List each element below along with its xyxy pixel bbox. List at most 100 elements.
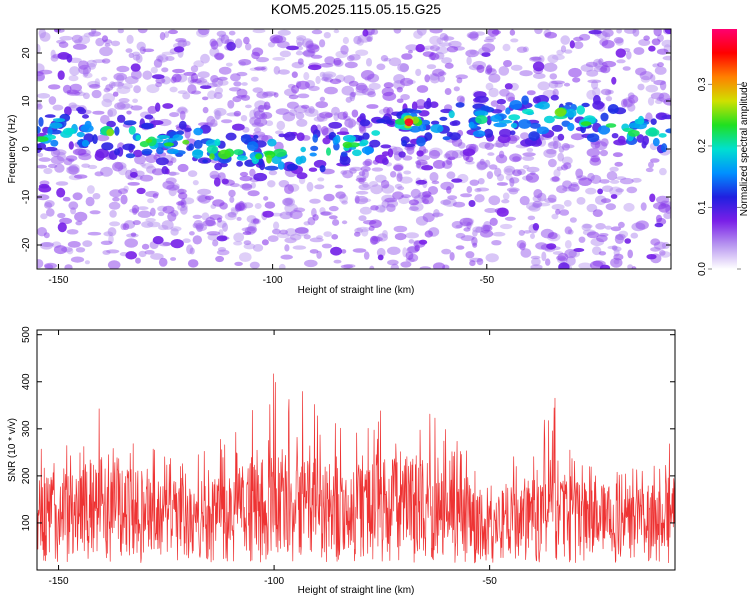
heatmap-cell — [509, 177, 515, 187]
heatmap-cell — [650, 118, 657, 125]
heatmap-cell — [408, 199, 419, 206]
heatmap-cell — [474, 194, 485, 203]
heatmap-cell — [358, 171, 366, 176]
heatmap-cell — [183, 71, 197, 76]
heatmap-cell — [227, 211, 237, 218]
heatmap-cell — [588, 30, 602, 35]
heatmap-cell — [547, 232, 558, 240]
heatmap-cell — [431, 212, 444, 217]
heatmap-cell — [253, 172, 268, 182]
heatmap-cell — [255, 153, 263, 160]
heatmap-cell — [264, 165, 279, 171]
heatmap-cell — [37, 103, 43, 110]
heatmap-cell — [390, 171, 397, 178]
heatmap-cell — [618, 221, 625, 228]
heatmap-cell — [560, 35, 570, 45]
y-tick-label: 100 — [21, 514, 32, 531]
heatmap-cell — [651, 38, 661, 46]
heatmap-cell — [370, 184, 383, 195]
heatmap-cell — [315, 75, 321, 85]
heatmap-cell — [252, 244, 264, 252]
heatmap-cell — [518, 229, 525, 236]
heatmap-cell — [489, 217, 498, 226]
heatmap-cell — [384, 197, 398, 203]
heatmap-cell — [122, 223, 130, 231]
heatmap-cell — [396, 86, 403, 93]
heatmap-cell — [340, 264, 353, 269]
snr-y-label: SNR (10 * v/v) — [7, 418, 18, 482]
heatmap-cell — [598, 58, 604, 65]
snr-panel: -150 -100 -50 100 200 300 400 500 Height of st… — [7, 326, 676, 596]
heatmap-cell — [187, 170, 198, 178]
heatmap-cell — [81, 139, 90, 147]
heatmap-cell — [429, 101, 439, 108]
heatmap-cell — [534, 29, 543, 35]
heatmap-cell — [308, 167, 318, 172]
colorbar-gradient — [712, 29, 737, 269]
heatmap-cell — [37, 152, 44, 158]
heatmap-cell — [573, 248, 585, 252]
heatmap-cell — [663, 212, 671, 220]
heatmap-cell — [559, 209, 570, 216]
heatmap-cell — [95, 37, 105, 47]
heatmap-cell — [597, 188, 603, 195]
heatmap-cell — [446, 171, 456, 179]
heatmap-cell — [179, 110, 186, 121]
heatmap-cell — [659, 250, 666, 256]
heatmap-cell — [600, 65, 611, 74]
heatmap-cell — [303, 72, 310, 81]
heatmap-cell — [548, 158, 557, 168]
heatmap-cell — [400, 77, 414, 87]
heatmap-cell — [198, 29, 210, 36]
heatmap-cell — [416, 150, 424, 157]
heatmap-cell — [319, 165, 326, 173]
heatmap-cell — [162, 205, 175, 214]
heatmap-cell — [341, 200, 348, 205]
heatmap-cell — [77, 108, 87, 115]
heatmap-cell — [296, 35, 307, 41]
heatmap-cell — [636, 134, 645, 143]
heatmap-cell — [264, 201, 276, 209]
heatmap-cell — [209, 153, 215, 160]
heatmap-cell — [453, 86, 460, 92]
heatmap-cell — [158, 257, 168, 267]
heatmap-cell — [619, 177, 634, 185]
colorbar-tick-label: 0.3 — [697, 77, 708, 91]
heatmap-cell — [167, 137, 176, 142]
heatmap-cell — [75, 220, 83, 226]
heatmap-cell — [328, 205, 339, 212]
heatmap-cell — [37, 43, 41, 54]
heatmap-cell — [178, 120, 187, 130]
heatmap-cell — [380, 179, 390, 189]
heatmap-cell — [585, 61, 598, 68]
heatmap-cell — [68, 201, 79, 210]
heatmap-cell — [416, 160, 422, 169]
heatmap-cell — [272, 57, 286, 61]
heatmap-cell — [315, 101, 329, 109]
heatmap-cell — [113, 72, 127, 81]
heatmap-cell — [532, 200, 543, 208]
heatmap-cell — [400, 261, 412, 268]
heatmap-cell — [117, 114, 126, 123]
heatmap-cell — [547, 54, 559, 64]
heatmap-cell — [261, 239, 269, 246]
heatmap-cell — [416, 29, 427, 36]
heatmap-cell — [601, 185, 614, 192]
heatmap-cell — [127, 182, 140, 186]
heatmap-cell — [564, 49, 573, 54]
heatmap-cell — [217, 217, 222, 223]
heatmap-cell — [563, 199, 572, 207]
heatmap-cell — [488, 73, 501, 83]
heatmap-cell — [145, 218, 156, 222]
heatmap-cell — [234, 261, 243, 266]
heatmap-cell — [57, 222, 67, 233]
heatmap-cell — [177, 106, 188, 114]
heatmap-cell — [125, 48, 133, 53]
heatmap-cell — [277, 29, 291, 36]
heatmap-cell — [564, 226, 572, 235]
heatmap-cell — [504, 83, 513, 90]
heatmap-cell — [292, 245, 307, 250]
heatmap-cell — [354, 195, 360, 204]
heatmap-cell — [334, 184, 344, 189]
heatmap-cell — [578, 262, 593, 269]
